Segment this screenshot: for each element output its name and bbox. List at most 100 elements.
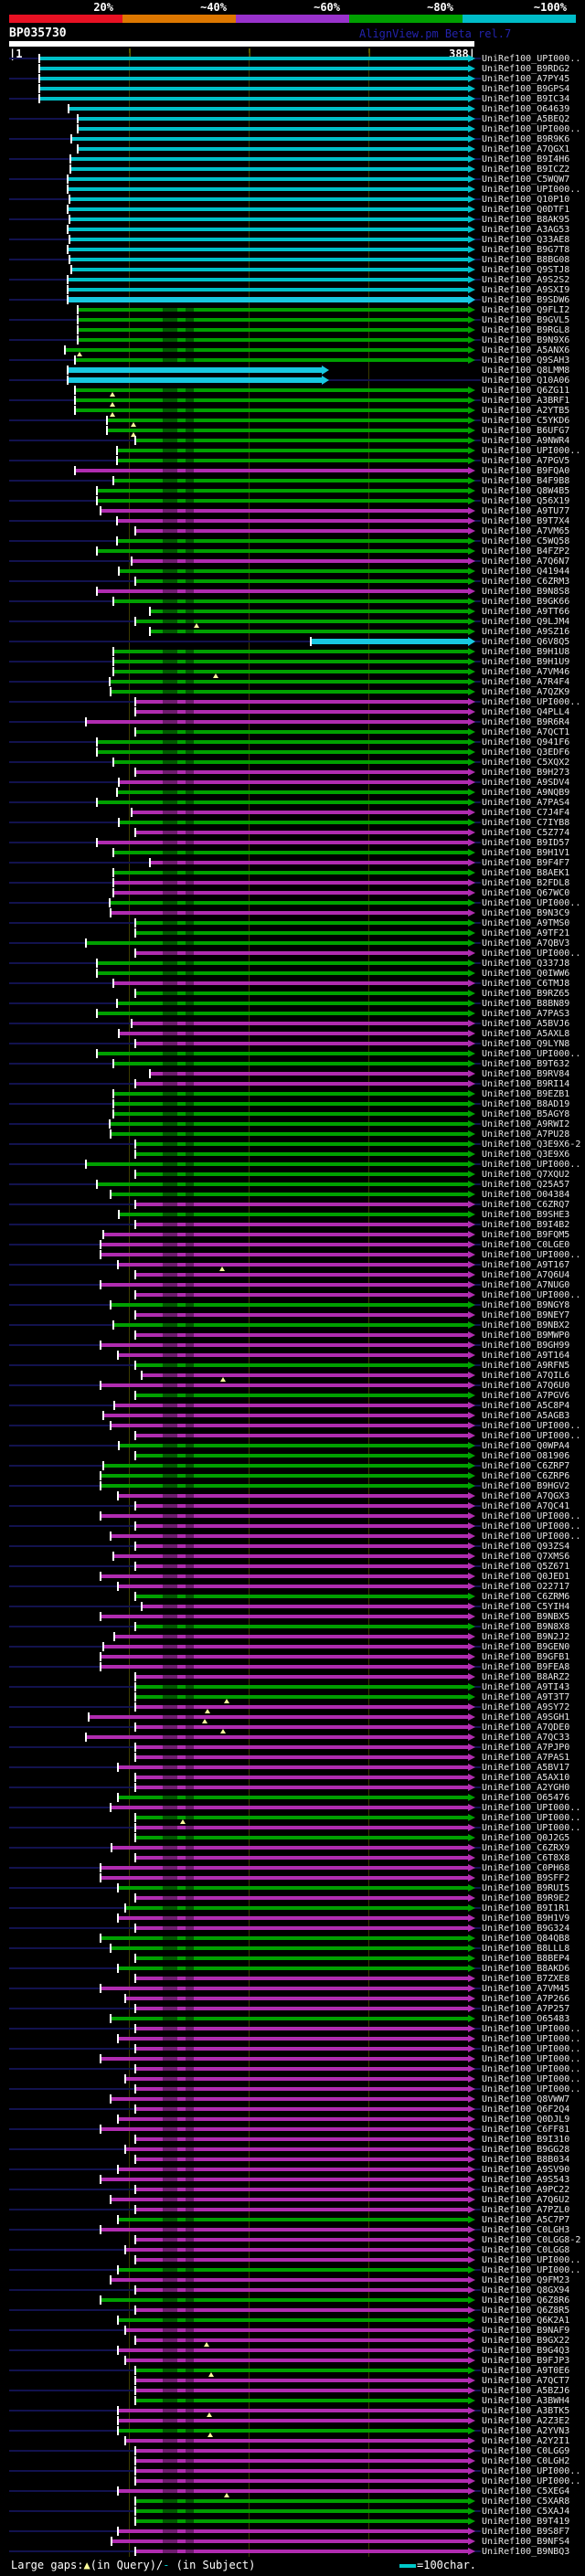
- alignment-row: UniRef100_C0LGG8: [0, 2245, 585, 2255]
- hit-bar: [97, 740, 468, 744]
- hit-label: UniRef100_B9SHE3: [482, 1210, 570, 1220]
- hit-bar: [142, 1373, 468, 1377]
- mismatch-dash: [163, 981, 177, 985]
- alignment-row: UniRef100_A5C7P7: [0, 2215, 585, 2225]
- mismatch-dash: [163, 1564, 177, 1568]
- hit-start-tick: [149, 858, 151, 867]
- mismatch-dash: [163, 1615, 177, 1618]
- hit-bar: [111, 1193, 468, 1196]
- hit-start-tick: [110, 1300, 112, 1309]
- hit-arrowhead-icon: [468, 1110, 475, 1118]
- hit-bar: [119, 569, 468, 573]
- mismatch-dash: [163, 831, 177, 834]
- mismatch-dash: [163, 318, 177, 322]
- hit-label: UniRef100_A7PAS3: [482, 1009, 570, 1019]
- mismatch-dash: [163, 1263, 177, 1267]
- mismatch-dash: [163, 2077, 177, 2081]
- hit-label: UniRef100_A5BV17: [482, 1763, 570, 1773]
- hit-bar: [311, 639, 468, 644]
- hit-label: UniRef100_A9SGH1: [482, 1712, 570, 1723]
- mismatch-dash: [163, 2539, 177, 2543]
- hit-label: UniRef100_B9NBQ3: [482, 2547, 570, 2557]
- hit-start-tick: [116, 999, 118, 1008]
- hit-bar: [70, 157, 468, 161]
- hit-label: UniRef100_B9G4Q3: [482, 2346, 570, 2356]
- hit-start-tick: [96, 838, 98, 847]
- mismatch-dash: [186, 2027, 194, 2030]
- mismatch-dash: [163, 1956, 177, 1960]
- mismatch-dash: [186, 1404, 194, 1407]
- mismatch-dash: [186, 841, 194, 844]
- hit-label: UniRef100_B9RGL8: [482, 325, 570, 335]
- mismatch-dash: [186, 680, 194, 684]
- mismatch-dash: [186, 2067, 194, 2071]
- hit-arrowhead-icon: [468, 1603, 475, 1610]
- hit-start-tick: [96, 737, 98, 747]
- mismatch-dash: [186, 1102, 194, 1106]
- hit-bar: [135, 2379, 468, 2382]
- alignment-row: UniRef100_B8ARZ2: [0, 1672, 585, 1682]
- hit-label: UniRef100_C6ZRM6: [482, 1592, 570, 1602]
- mismatch-dash: [163, 1112, 177, 1116]
- mismatch-dash: [186, 911, 194, 915]
- hit-bar: [101, 1253, 468, 1256]
- hit-label: UniRef100_A5BZJ6: [482, 2386, 570, 2396]
- alignment-row: UniRef100_B9NEY7: [0, 1310, 585, 1320]
- hit-bar: [113, 1554, 468, 1558]
- hit-bar: [118, 2318, 468, 2322]
- hit-start-tick: [134, 2517, 136, 2526]
- mismatch-dash: [186, 2379, 194, 2382]
- hit-arrowhead-icon: [468, 829, 475, 836]
- hit-start-tick: [109, 898, 111, 907]
- hit-arrowhead-icon: [468, 356, 475, 364]
- alignment-row: UniRef100_A7QDE0: [0, 1723, 585, 1733]
- mismatch-dash: [186, 780, 194, 784]
- alignment-row: UniRef100_B9NBX2: [0, 1320, 585, 1330]
- hit-label: UniRef100_A9SDV4: [482, 778, 570, 788]
- hit-arrowhead-icon: [468, 637, 475, 646]
- mismatch-dash: [163, 750, 177, 754]
- hit-label: UniRef100_UPI000..: [482, 1823, 581, 1833]
- hit-label: UniRef100_A9T167: [482, 1260, 570, 1270]
- hit-label: UniRef100_UPI000..: [482, 2476, 581, 2486]
- hit-bar: [101, 1665, 468, 1669]
- gap-triangle-icon: [110, 402, 115, 407]
- hit-label: UniRef100_C5WQW7: [482, 175, 570, 185]
- hit-bar: [135, 1454, 468, 1458]
- alignment-row: UniRef100_A7QC41: [0, 1501, 585, 1511]
- alignment-row: UniRef100_B9GEN0: [0, 1642, 585, 1652]
- hit-arrowhead-icon: [322, 366, 329, 375]
- hit-bar: [135, 439, 468, 442]
- hit-label: UniRef100_Q3E9X6-2: [482, 1140, 581, 1150]
- hit-start-tick: [134, 2366, 136, 2375]
- hit-label: UniRef100_B9N2J2: [482, 1632, 570, 1642]
- hit-bar: [135, 1776, 468, 1779]
- hit-bar: [135, 2067, 468, 2071]
- hit-bar: [118, 2529, 468, 2533]
- alignment-row: UniRef100_B9GG28: [0, 2145, 585, 2155]
- mismatch-dash: [186, 1233, 194, 1236]
- alignment-row: UniRef100_A5BZJ6: [0, 2386, 585, 2396]
- hit-bar: [135, 1977, 468, 1980]
- mismatch-dash: [186, 1383, 194, 1387]
- hit-start-tick: [134, 2396, 136, 2405]
- mismatch-dash: [186, 408, 194, 412]
- hit-arrowhead-icon: [468, 1331, 475, 1339]
- hit-arrowhead-icon: [468, 1683, 475, 1691]
- hit-label: UniRef100_C5Z774: [482, 828, 570, 838]
- mismatch-dash: [186, 1253, 194, 1256]
- hit-bar: [135, 1675, 468, 1679]
- mismatch-dash: [186, 1142, 194, 1146]
- alignment-row: UniRef100_UPI000..: [0, 124, 585, 134]
- mismatch-dash: [186, 2268, 194, 2272]
- hit-label: UniRef100_A7QC41: [482, 1501, 570, 1511]
- gap-triangle-icon: [180, 1819, 186, 1824]
- mismatch-dash: [186, 1464, 194, 1468]
- hit-bar: [101, 1615, 468, 1618]
- hit-arrowhead-icon: [468, 1733, 475, 1741]
- mismatch-dash: [163, 589, 177, 593]
- alignment-row: UniRef100_A9S543: [0, 2175, 585, 2185]
- hit-bar: [113, 1092, 468, 1096]
- hit-start-tick: [67, 245, 69, 254]
- hit-arrowhead-icon: [468, 2276, 475, 2284]
